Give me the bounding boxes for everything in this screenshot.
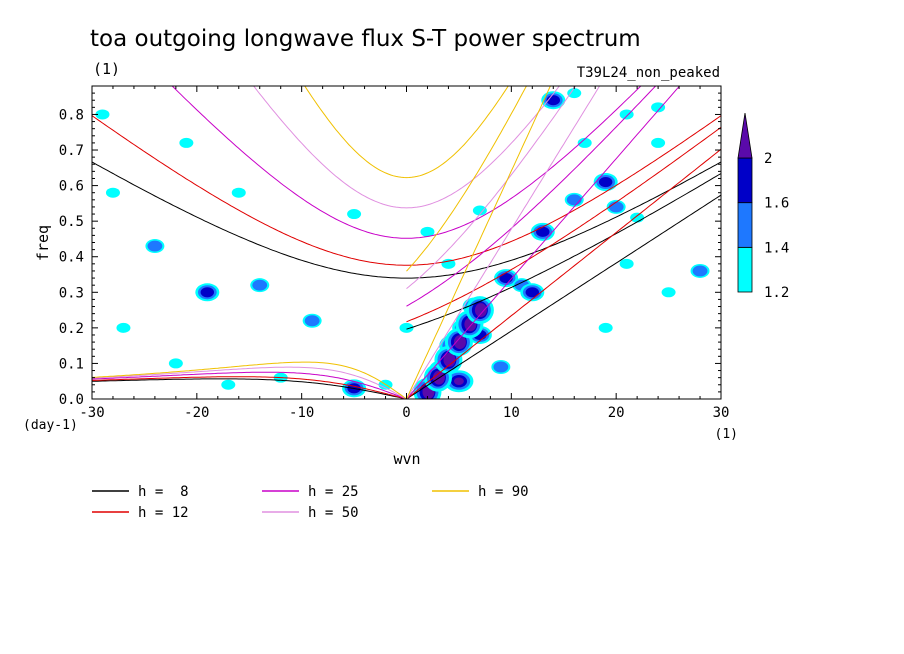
chart-subtitle-left: (1) (93, 60, 120, 78)
power-blob-29-level-0 (105, 187, 120, 198)
rossby-curve-h12 (92, 376, 407, 399)
y-tick-label-8: 0.8 (59, 107, 84, 123)
y-tick-label-0: 0.0 (59, 392, 84, 408)
power-blob-23-level-1 (304, 315, 320, 327)
y-tick-label-7: 0.7 (59, 143, 84, 159)
power-blob-19-level-0 (420, 226, 435, 237)
ridge-2-l3 (443, 352, 456, 367)
power-blob-6-level-2 (525, 287, 540, 298)
kelvin-curve-h8 (406, 194, 721, 399)
legend-label-h8: h = 8 (138, 484, 189, 500)
power-blob-40-level-1 (493, 361, 509, 373)
y-tick-label-6: 0.6 (59, 179, 84, 195)
y-axis-unit: (day-1) (23, 418, 78, 433)
axes: -30 -20 -10 0 10 20 30 0.0 0.1 0.2 0.3 0.4 0.5 0.6 0.7… (59, 86, 730, 421)
legend-label-h25: h = 25 (308, 484, 359, 500)
power-blob-38-level-0 (661, 287, 676, 298)
dispersion-curves (92, 86, 721, 399)
plot-area (95, 88, 710, 399)
inertia-gravity-curve-h50 (252, 86, 561, 209)
power-blob-4-level-2 (499, 273, 513, 284)
ridge-5-l3 (474, 303, 487, 318)
x-tick-label-1: -20 (184, 405, 209, 421)
power-blob-20-level-2 (200, 287, 215, 298)
power-blob-43-level-3 (453, 377, 464, 385)
power-blob-41-level-0 (221, 379, 236, 390)
colorbar-segment-1 (737, 202, 753, 248)
y-axis-label: freq (34, 225, 52, 261)
colorbar-segment-0 (737, 246, 753, 293)
power-blob-7-level-2 (536, 226, 550, 237)
kelvin-curve-h50 (406, 86, 601, 399)
power-blob-36-level-0 (619, 258, 634, 269)
legend-label-h90: h = 90 (478, 484, 529, 500)
colorbar: 1.2 1.4 1.6 2 (737, 112, 789, 301)
rossby-curve-h90 (92, 361, 407, 399)
power-blob-39-level-0 (95, 109, 110, 120)
eig-curve-h90 (406, 86, 528, 272)
power-blob-25-level-0 (168, 358, 183, 369)
chart-subtitle-right: T39L24_non_peaked (577, 65, 720, 81)
inertia-gravity-curve-h12 (92, 115, 721, 266)
power-blob-21-level-1 (252, 279, 268, 291)
rossby-curve-h8 (92, 378, 407, 399)
rossby-curve-h50 (92, 366, 407, 399)
x-axis-unit: (1) (715, 427, 738, 442)
colorbar-segment-2 (737, 157, 753, 204)
y-tick-label-1: 0.1 (59, 356, 84, 372)
power-blob-37-level-0 (598, 322, 613, 333)
x-tick-label-6: 30 (713, 405, 730, 421)
power-blob-24-level-0 (116, 322, 131, 333)
power-blob-9-level-2 (598, 176, 613, 188)
legend-label-h50: h = 50 (308, 505, 359, 521)
x-tick-label-5: 20 (608, 405, 625, 421)
eig-curve-h8 (406, 173, 721, 330)
inertia-gravity-curve-h8 (92, 161, 721, 279)
legend: h = 8 h = 12 h = 25 h = 50 h = 90 (92, 484, 529, 521)
x-axis-label: wvn (393, 450, 420, 468)
eig-curve-h25 (406, 86, 657, 307)
eig-curve-h50 (406, 86, 577, 289)
colorbar-max-triangle (737, 112, 753, 159)
power-blob-11-level-0 (630, 212, 645, 223)
power-blob-8-level-1 (566, 194, 582, 206)
plot-frame (91, 85, 722, 400)
kelvin-curve-h25 (406, 86, 681, 399)
colorbar-label-2: 1.6 (764, 196, 789, 212)
x-tick-label-0: -30 (79, 405, 104, 421)
x-tick-label-2: -10 (289, 405, 314, 421)
power-blob-17-level-0 (472, 205, 487, 216)
y-tick-label-4: 0.4 (59, 250, 84, 266)
legend-label-h12: h = 12 (138, 505, 189, 521)
kelvin-curve-h12 (406, 148, 721, 399)
colorbar-label-1: 1.4 (764, 240, 789, 256)
x-tick-label-3: 0 (402, 405, 410, 421)
inertia-gravity-curve-h25 (171, 86, 642, 239)
power-blob-32-level-0 (399, 322, 414, 333)
kelvin-curve-h90 (406, 86, 551, 399)
ridge-3-l3 (453, 335, 466, 350)
power-blob-30-level-0 (231, 187, 246, 198)
y-tick-label-3: 0.3 (59, 285, 84, 301)
chart-title: toa outgoing longwave flux S-T power spe… (90, 26, 641, 52)
rossby-curve-h25 (92, 371, 407, 399)
power-blob-34-level-0 (651, 137, 666, 148)
colorbar-label-3: 2 (764, 151, 772, 167)
power-blob-28-level-0 (179, 137, 194, 148)
power-blob-31-level-0 (347, 209, 362, 220)
power-blob-10-level-1 (608, 201, 624, 213)
power-blob-12-level-0 (577, 137, 592, 148)
x-tick-label-4: 10 (503, 405, 520, 421)
power-blob-22-level-1 (147, 240, 163, 252)
power-blob-35-level-1 (692, 265, 708, 277)
eig-curve-h12 (406, 126, 721, 323)
inertia-gravity-curve-h90 (304, 86, 509, 179)
colorbar-label-0: 1.2 (764, 285, 789, 301)
y-tick-label-5: 0.5 (59, 214, 84, 230)
power-blob-14-level-0 (651, 102, 666, 113)
y-tick-label-2: 0.2 (59, 321, 84, 337)
power-blob-15-level-0 (567, 88, 582, 99)
